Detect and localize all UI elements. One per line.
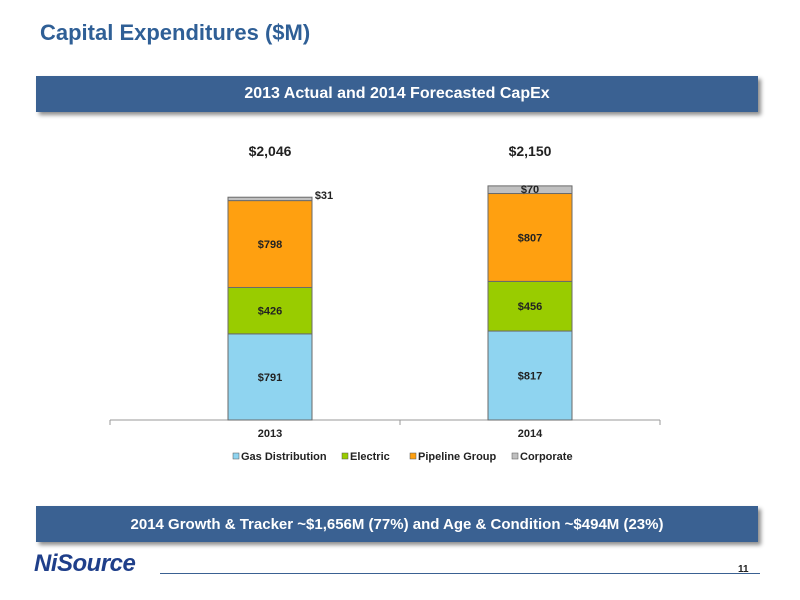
bar-total-label: $2,046 [249, 143, 292, 159]
bar-value-label: $798 [258, 239, 282, 251]
legend-swatch [409, 452, 417, 460]
legend-label: Electric [350, 451, 390, 463]
bar-segment-electric [227, 286, 313, 335]
footer-rule [160, 573, 760, 574]
legend-label: Pipeline Group [418, 451, 497, 463]
bar-value-label: $456 [518, 301, 542, 313]
bar-segment-electric [487, 280, 573, 332]
bar-segment-gas-distribution [487, 330, 573, 421]
legend-swatch [232, 452, 240, 460]
bar-value-label: $807 [518, 232, 542, 244]
bar-total-label: $2,150 [509, 143, 552, 159]
bar-value-label: $31 [315, 190, 333, 202]
chart-header-text: 2013 Actual and 2014 Forecasted CapEx [244, 85, 550, 102]
x-tick-label: 2013 [258, 428, 282, 440]
legend-label: Gas Distribution [241, 451, 327, 463]
nisource-logo: NiSource [34, 550, 136, 577]
bar-segment-corporate [487, 185, 573, 195]
legend-swatch [511, 452, 519, 460]
bar-value-label: $791 [258, 372, 282, 384]
chart-header-banner: 2013 Actual and 2014 Forecasted CapEx [36, 76, 758, 112]
summary-banner: 2014 Growth & Tracker ~$1,656M (77%) and… [36, 506, 758, 542]
bar-segment-corporate [227, 196, 313, 202]
legend-swatch [341, 452, 349, 460]
bar-value-label: $70 [521, 184, 539, 196]
bar-segment-gas-distribution [227, 333, 313, 421]
bar-value-label: $426 [258, 306, 282, 318]
page-title: Capital Expenditures ($M) [40, 20, 311, 45]
x-tick-label: 2014 [518, 428, 543, 440]
bar-segment-pipeline-group [487, 193, 573, 282]
stacked-bar-chart: $791 $426 $798 $31 $2,046 2013 $817 $456 $807 $70… [109, 143, 661, 463]
summary-text: 2014 Growth & Tracker ~$1,656M (77%) and… [130, 515, 664, 533]
page-number: 11 [738, 564, 749, 575]
bar-segment-pipeline-group [227, 200, 313, 288]
legend-label: Corporate [520, 451, 573, 463]
bar-value-label: $817 [518, 371, 542, 383]
